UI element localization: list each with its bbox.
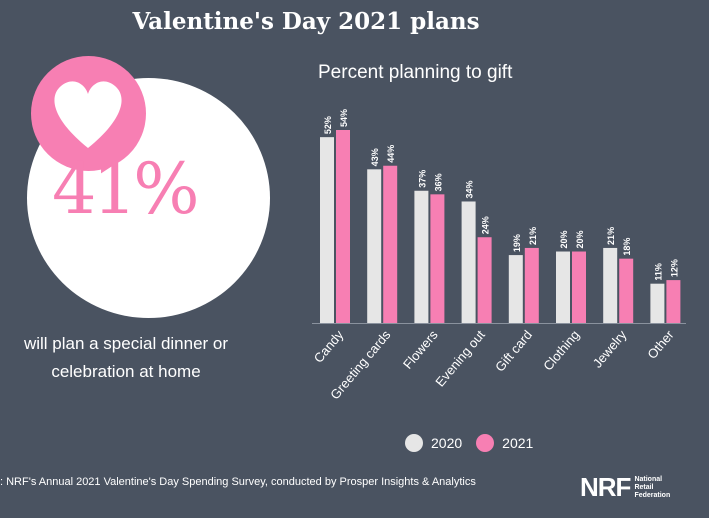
- bar-2021: [619, 258, 634, 323]
- bar-2021: [430, 194, 445, 323]
- stat-line-2: celebration at home: [51, 362, 201, 381]
- data-label: 20%: [575, 231, 585, 249]
- category-label: Candy: [311, 327, 347, 366]
- bar-2021: [336, 130, 350, 323]
- data-label: 37%: [417, 170, 427, 188]
- chart-title: Percent planning to gift: [318, 62, 513, 83]
- stat-value: 41%: [52, 148, 200, 230]
- logo-line: Federation: [634, 491, 671, 499]
- category-label: Evening out: [432, 327, 488, 390]
- bar-2020: [461, 201, 476, 323]
- bar-2020: [650, 283, 665, 323]
- data-label: 21%: [606, 227, 616, 245]
- data-label: 54%: [339, 109, 349, 127]
- edge: [709, 0, 712, 518]
- stat-description: will plan a special dinner or celebration…: [0, 330, 252, 386]
- data-label: 43%: [370, 148, 380, 166]
- category-label: Clothing: [540, 327, 582, 373]
- data-label: 44%: [386, 145, 396, 163]
- bar-2021: [477, 237, 492, 323]
- page-title: Valentine's Day 2021 plans: [132, 8, 480, 35]
- logo-line: National: [634, 475, 663, 483]
- data-label: 21%: [528, 227, 538, 245]
- bar-2020: [320, 137, 334, 323]
- category-label: Flowers: [400, 327, 441, 372]
- bar-2020: [414, 190, 429, 323]
- data-label: 20%: [559, 231, 569, 249]
- legend: 2020 2021: [405, 434, 533, 452]
- stat-line-1: will plan a special dinner or: [23, 334, 229, 353]
- bar-2020: [508, 255, 523, 323]
- bar-2021: [666, 280, 681, 323]
- heart-icon: [54, 81, 122, 148]
- logo-line: Retail: [634, 483, 654, 491]
- data-label: 36%: [433, 173, 443, 191]
- legend-swatch-2021: [476, 434, 495, 452]
- category-label: Other: [644, 327, 677, 362]
- bar-2021: [572, 251, 586, 323]
- data-label: 34%: [465, 180, 475, 198]
- heart-badge: [31, 56, 146, 171]
- data-label: 11%: [653, 263, 663, 281]
- bar-2021: [383, 165, 398, 323]
- data-label: 24%: [481, 216, 491, 234]
- category-label: Gift card: [492, 327, 535, 374]
- legend-swatch-2020: [405, 434, 423, 452]
- source-note: : NRF's Annual 2021 Valentine's Day Spen…: [0, 476, 476, 488]
- legend-label-2020: 2020: [431, 435, 463, 451]
- bar-2020: [556, 251, 570, 323]
- data-label: 18%: [622, 238, 632, 256]
- bar-2020: [367, 169, 382, 323]
- data-label: 19%: [512, 234, 522, 252]
- bar-2020: [603, 247, 618, 323]
- logo-mark: NRF: [580, 472, 631, 502]
- category-label: Jewelry: [590, 327, 630, 371]
- nrf-logo: NRF National Retail Federation: [580, 472, 670, 503]
- bar-2021: [524, 247, 539, 323]
- legend-label-2021: 2021: [502, 435, 534, 451]
- data-label: 12%: [669, 259, 679, 277]
- data-label: 52%: [323, 116, 333, 134]
